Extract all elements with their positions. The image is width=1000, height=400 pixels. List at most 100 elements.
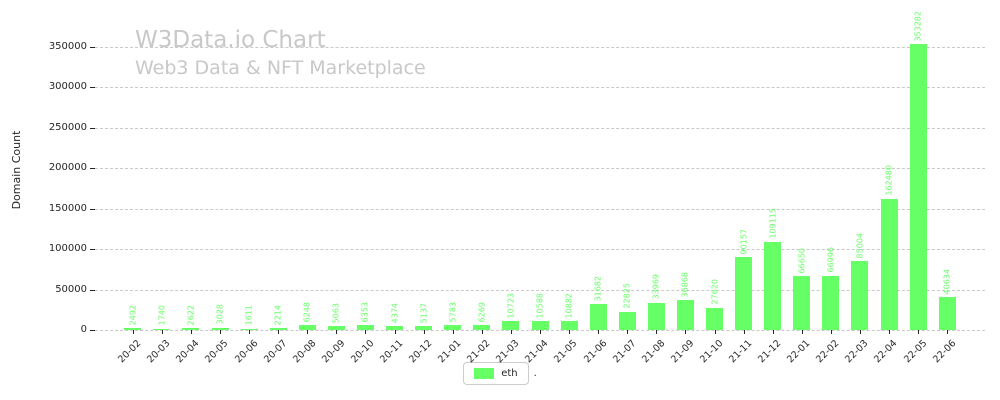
bar: [618, 311, 636, 330]
bar: [356, 324, 374, 330]
bar: [851, 261, 869, 330]
gridline: [95, 47, 985, 48]
bar-value-label: 353282: [913, 10, 923, 42]
x-tick-mark: [423, 330, 425, 334]
gridline: [95, 168, 985, 170]
y-tick-label: 250000: [48, 121, 87, 133]
x-tick-mark: [714, 330, 716, 334]
x-tick-mark: [249, 330, 251, 334]
bar: [298, 324, 316, 330]
x-tick-mark: [220, 330, 222, 334]
bar-value-label: 10882: [564, 292, 574, 319]
bar-value-label: 66996: [826, 247, 836, 273]
gridline: [95, 87, 985, 89]
x-tick-mark: [859, 330, 861, 334]
bar-value-label: 162480: [884, 165, 894, 196]
x-tick-mark: [598, 330, 600, 334]
bar-value-label: 3028: [215, 304, 225, 325]
x-tick-mark: [161, 330, 163, 334]
bar: [822, 275, 840, 330]
bar: [880, 198, 898, 330]
gridline: [95, 249, 985, 251]
legend-label-eth: eth: [501, 368, 518, 379]
y-tick-label: 0: [80, 324, 87, 335]
bar-value-label: 90157: [739, 228, 749, 255]
x-tick-mark: [830, 330, 832, 334]
bar-value-label: 40634: [942, 268, 952, 295]
bar-value-label: 66650: [797, 247, 807, 274]
bar: [153, 328, 171, 330]
y-tick-label: 150000: [48, 202, 87, 214]
bar: [560, 321, 578, 330]
x-tick-mark: [452, 330, 454, 334]
bar-value-label: 4374: [390, 303, 400, 324]
bar-value-label: 22825: [622, 283, 632, 309]
y-tick-label: 200000: [48, 162, 87, 174]
bar-value-label: 27620: [710, 279, 719, 305]
gridline: [95, 208, 985, 210]
watermark: W3Data.io Chart Web3 Data & NFT Marketpl…: [135, 25, 426, 81]
bar-value-label: 31682: [593, 275, 603, 302]
bar: [240, 328, 258, 330]
bar: [531, 321, 549, 330]
x-tick-mark: [889, 330, 891, 334]
bar: [793, 276, 811, 330]
bar: [647, 302, 665, 330]
y-tick-mark: [90, 87, 95, 89]
bar-value-label: 85004: [855, 232, 865, 259]
x-tick-mark: [569, 330, 571, 334]
x-tick-mark: [394, 330, 396, 334]
bar: [473, 324, 491, 330]
bar-value-label: 10588: [535, 293, 545, 319]
y-tick-label: 300000: [48, 81, 87, 93]
chart-subtitle: Web3 Data & NFT Marketplace: [135, 57, 426, 79]
bar: [735, 257, 753, 330]
bar: [706, 307, 723, 330]
y-tick-label: 350000: [48, 41, 87, 52]
bar-value-label: 5137: [419, 302, 429, 323]
bar-value-label: 109115: [768, 208, 778, 239]
bar: [938, 297, 956, 330]
x-tick-mark: [481, 330, 483, 334]
bar: [764, 241, 782, 330]
bar-value-label: 6353: [360, 301, 370, 322]
x-tick-mark: [772, 330, 774, 334]
y-tick-label: 100000: [48, 243, 87, 255]
bar-value-label: 6248: [302, 301, 312, 322]
legend-swatch-eth: [474, 368, 495, 379]
bar: [182, 327, 200, 330]
x-tick-mark: [801, 330, 803, 334]
bar: [589, 304, 607, 330]
bar-value-label: 2214: [273, 304, 283, 326]
y-tick-mark: [90, 249, 95, 251]
bar-value-label: 2492: [128, 304, 138, 325]
x-tick-mark: [627, 330, 629, 334]
x-tick-mark: [510, 330, 512, 334]
bar: [676, 300, 694, 330]
x-tick-mark: [365, 330, 367, 334]
x-tick-mark: [743, 330, 745, 334]
bar-value-label: 33969: [651, 274, 661, 300]
bar: [386, 326, 404, 330]
bar: [124, 328, 142, 330]
bar: [502, 321, 520, 330]
gridline: [95, 127, 985, 129]
chart-title: W3Data.io Chart: [135, 27, 326, 53]
x-tick-mark: [918, 330, 920, 334]
y-tick-mark: [90, 47, 95, 48]
x-tick-mark: [656, 330, 658, 334]
bar: [444, 325, 462, 330]
bar: [211, 327, 229, 330]
bar: [327, 325, 345, 330]
y-tick-label: 50000: [55, 283, 87, 295]
y-tick-mark: [90, 330, 95, 331]
x-tick-mark: [190, 330, 192, 334]
bar-value-label: 36868: [680, 271, 690, 298]
bar-value-label: 1740: [157, 305, 167, 326]
bar-value-label: 5783: [448, 301, 458, 323]
y-tick-mark: [90, 289, 95, 291]
bar-value-label: 10723: [506, 292, 516, 319]
x-tick-mark: [947, 330, 949, 334]
y-tick-mark: [90, 208, 95, 210]
